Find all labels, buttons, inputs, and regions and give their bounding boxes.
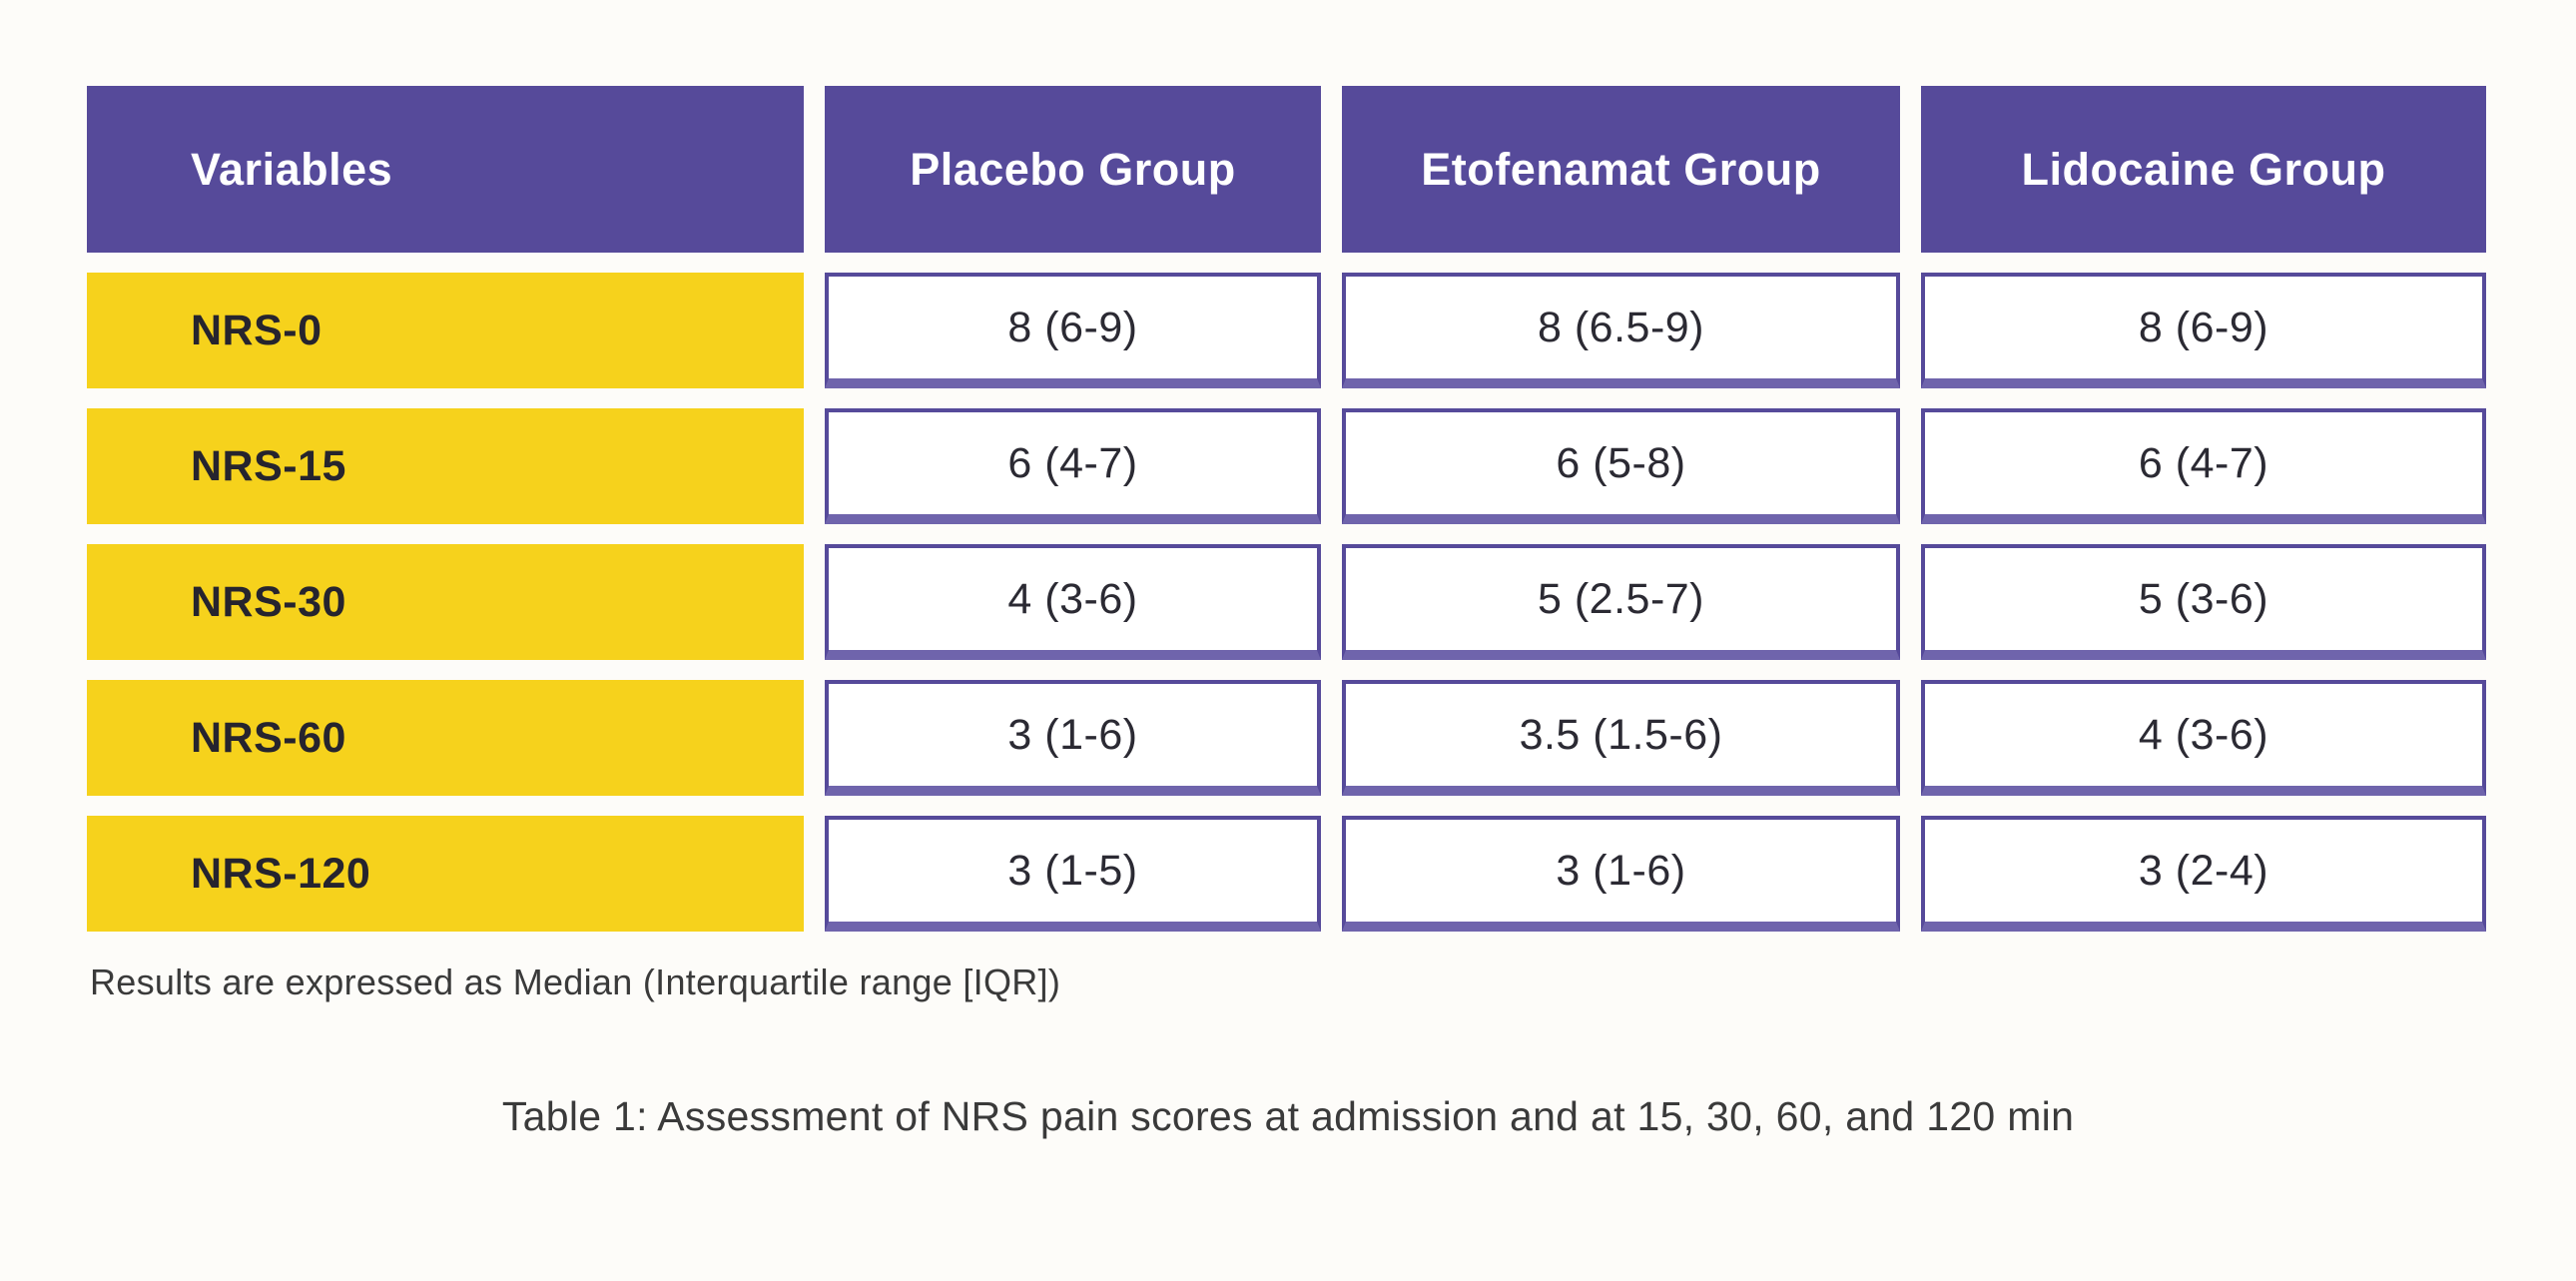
cell-nrs-0-etofenamat: 8 (6.5-9)	[1342, 273, 1900, 388]
row-label-nrs-0: NRS-0	[87, 273, 804, 388]
table-caption: Table 1: Assessment of NRS pain scores a…	[501, 1093, 2075, 1139]
header-cell-lidocaine-group: Lidocaine Group	[1921, 86, 2486, 253]
cell-nrs-15-etofenamat: 6 (5-8)	[1342, 408, 1900, 524]
nrs-pain-scores-table: Variables Placebo Group Etofenamat Group…	[87, 86, 2486, 932]
cell-nrs-60-lidocaine: 4 (3-6)	[1921, 680, 2486, 796]
cell-nrs-120-placebo: 3 (1-5)	[825, 816, 1321, 932]
cell-nrs-120-lidocaine: 3 (2-4)	[1921, 816, 2486, 932]
header-cell-etofenamat-group: Etofenamat Group	[1342, 86, 1900, 253]
cell-nrs-30-etofenamat: 5 (2.5-7)	[1342, 544, 1900, 660]
table-footnote: Results are expressed as Median (Interqu…	[90, 961, 1061, 1002]
cell-nrs-15-lidocaine: 6 (4-7)	[1921, 408, 2486, 524]
header-cell-placebo-group: Placebo Group	[825, 86, 1321, 253]
cell-nrs-60-etofenamat: 3.5 (1.5-6)	[1342, 680, 1900, 796]
cell-nrs-30-placebo: 4 (3-6)	[825, 544, 1321, 660]
cell-nrs-60-placebo: 3 (1-6)	[825, 680, 1321, 796]
row-label-nrs-15: NRS-15	[87, 408, 804, 524]
cell-nrs-30-lidocaine: 5 (3-6)	[1921, 544, 2486, 660]
cell-nrs-120-etofenamat: 3 (1-6)	[1342, 816, 1900, 932]
cell-nrs-15-placebo: 6 (4-7)	[825, 408, 1321, 524]
header-cell-variables: Variables	[87, 86, 804, 253]
row-label-nrs-120: NRS-120	[87, 816, 804, 932]
cell-nrs-0-lidocaine: 8 (6-9)	[1921, 273, 2486, 388]
cell-nrs-0-placebo: 8 (6-9)	[825, 273, 1321, 388]
row-label-nrs-30: NRS-30	[87, 544, 804, 660]
row-label-nrs-60: NRS-60	[87, 680, 804, 796]
